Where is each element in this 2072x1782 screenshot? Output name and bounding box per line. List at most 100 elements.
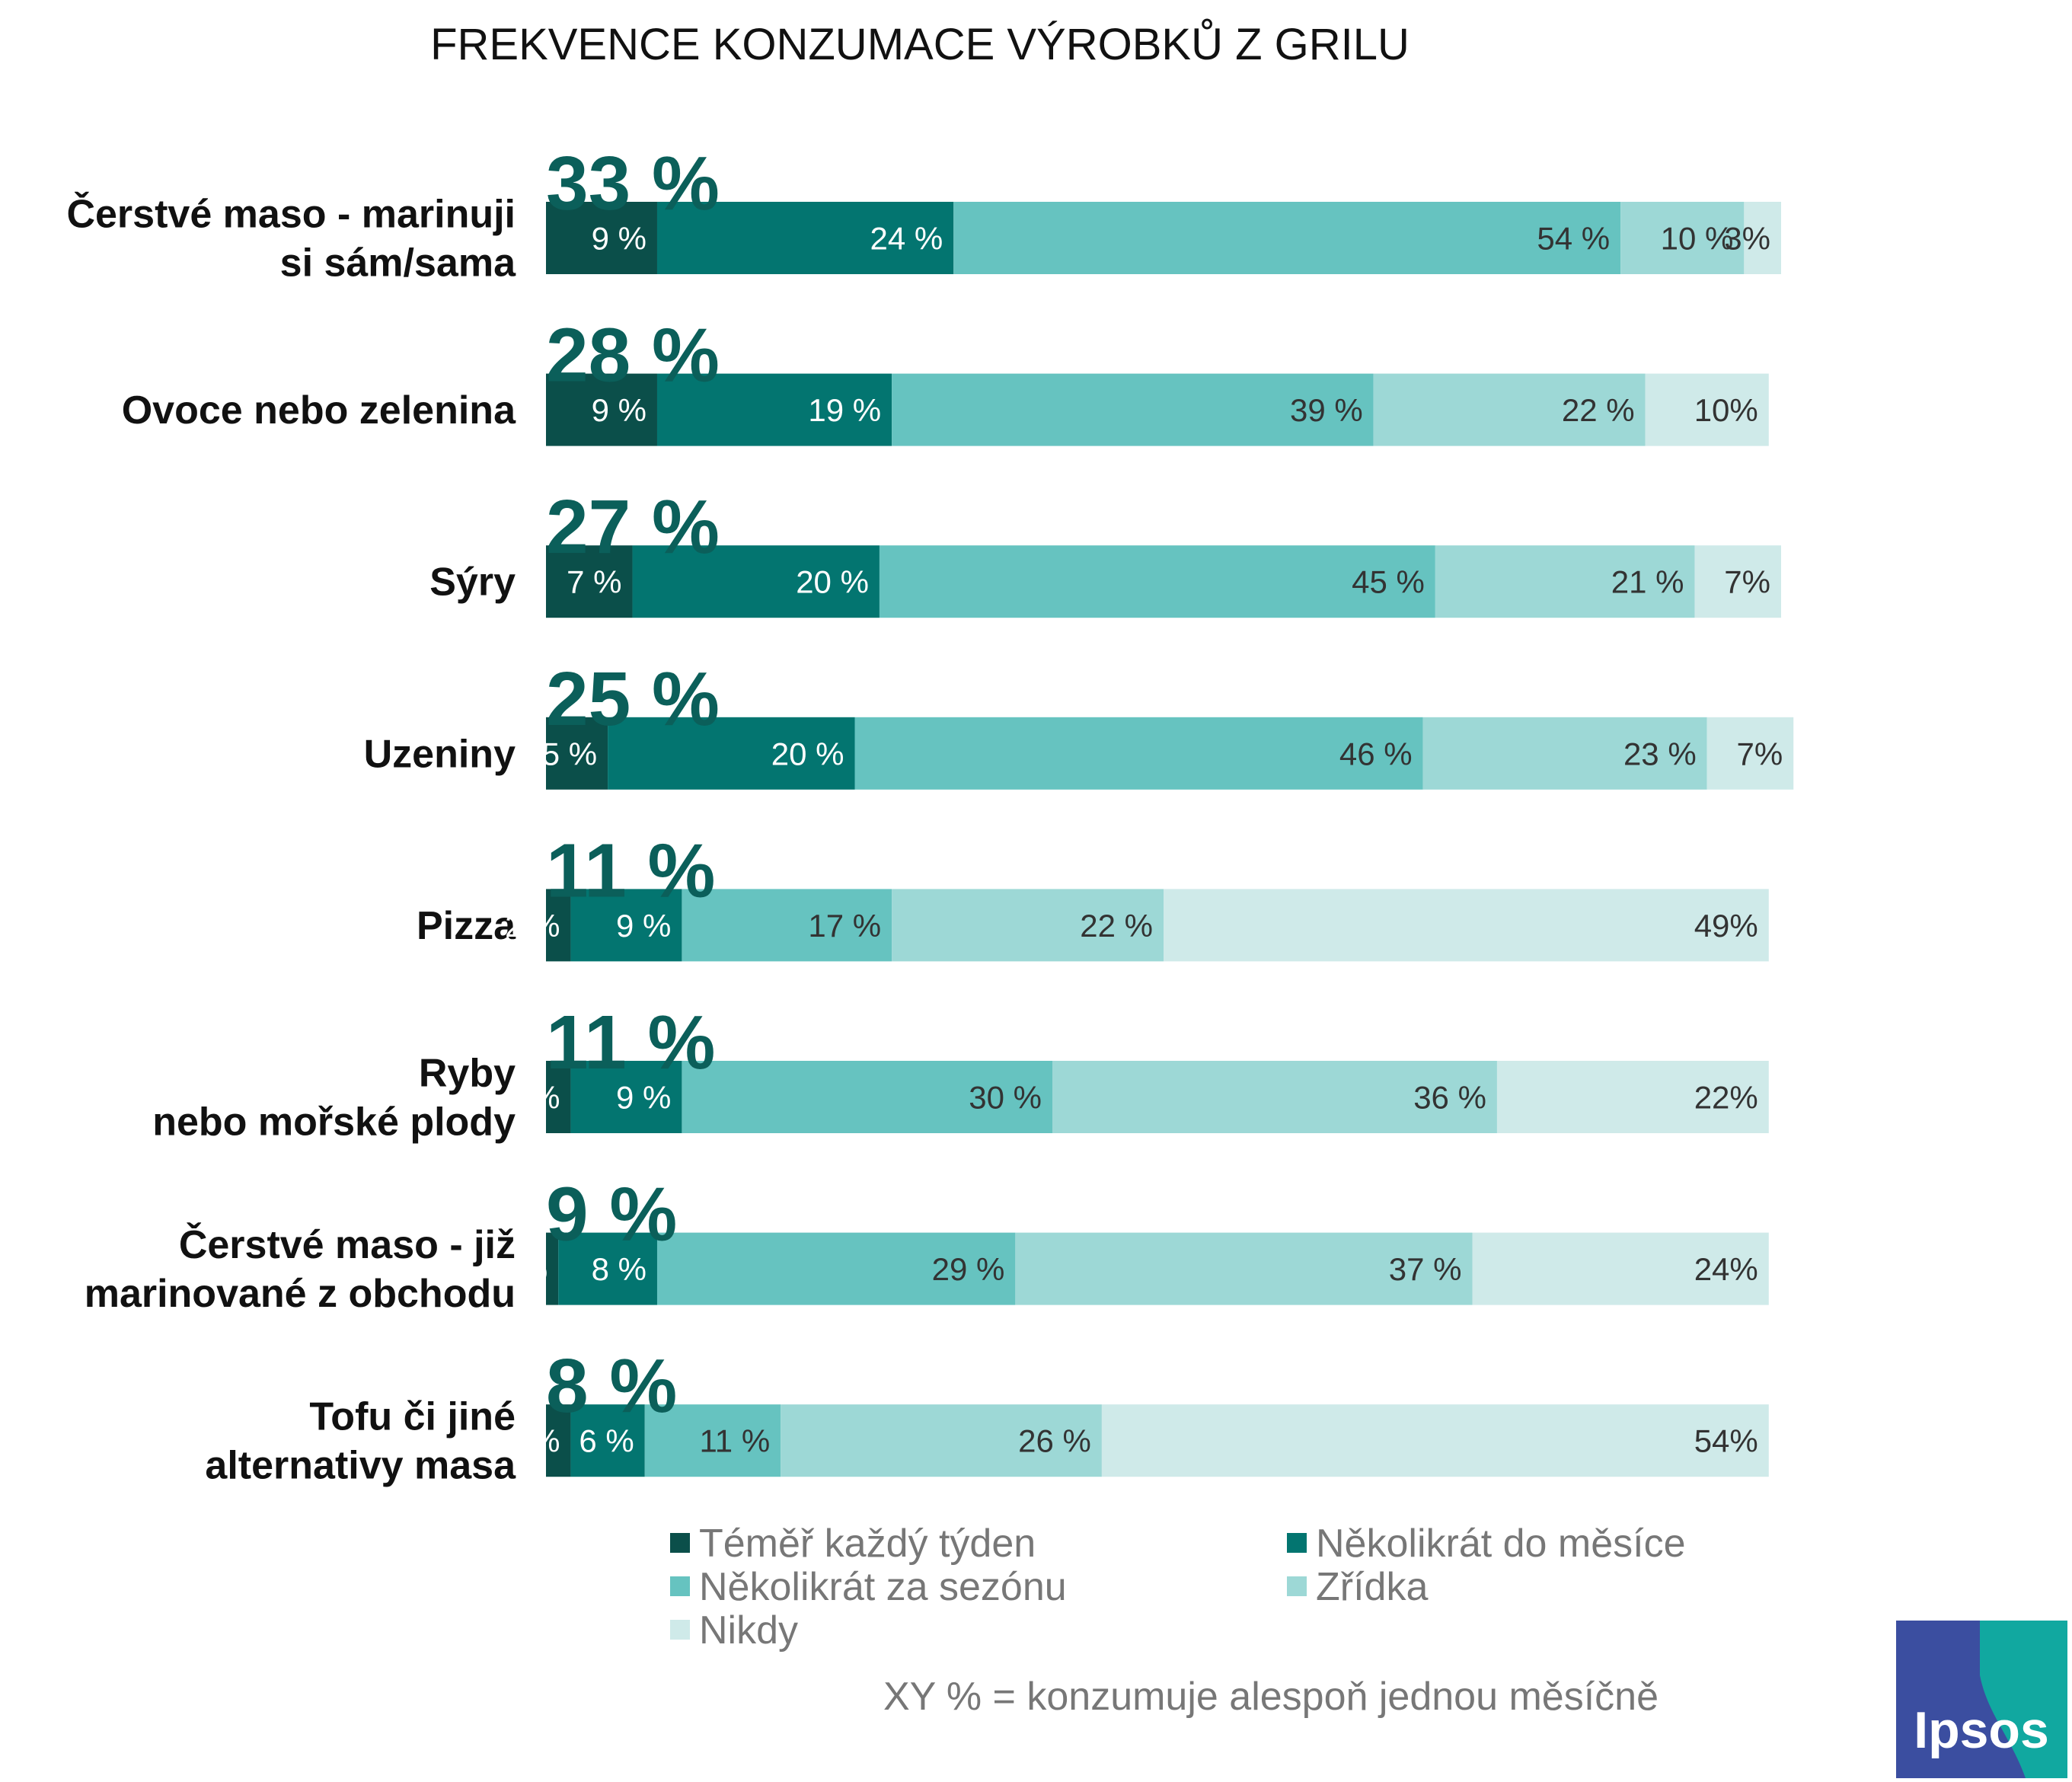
category-label: si sám/sama [280, 241, 516, 286]
bar-segment [644, 1404, 781, 1477]
logo-accent [1980, 1621, 2067, 1778]
bar-segment [570, 889, 682, 962]
data-label: 36 % [1413, 1080, 1486, 1116]
bar-segment [1101, 1404, 1769, 1477]
bar-segment [632, 545, 880, 618]
data-label: 22% [1694, 1080, 1758, 1116]
data-label: 5 % [542, 736, 597, 771]
bar-segment [682, 889, 892, 962]
data-label: 54 % [1537, 221, 1610, 257]
bar-segment [546, 545, 633, 618]
bar-segment [546, 1061, 571, 1133]
bar-segment [546, 1232, 559, 1305]
data-label: 6 % [579, 1423, 634, 1459]
category-label: Ryby [419, 1052, 516, 1096]
legend-swatch [1287, 1533, 1307, 1553]
logo-text: Ipsos [1914, 1701, 2049, 1759]
bar-segment [546, 202, 657, 274]
bar-segment [1496, 1061, 1769, 1133]
data-label: 24% [1694, 1251, 1758, 1287]
category-label: Uzeniny [364, 732, 516, 776]
bar-segment [1373, 373, 1646, 446]
bar-segment [656, 1232, 1016, 1305]
legend-swatch [670, 1533, 690, 1553]
annotation: 11 % [546, 1000, 715, 1085]
data-label: 23 % [1623, 736, 1697, 771]
bar-segment [1645, 373, 1769, 446]
bar-segment [682, 1061, 1053, 1133]
bar-segment [1472, 1232, 1769, 1305]
category-label: Pizza [417, 904, 516, 948]
data-label: 9 % [616, 1080, 671, 1116]
bar-segment [1744, 202, 1781, 274]
data-label: 1 % [493, 1251, 548, 1287]
legend-label: Téměř každý týden [699, 1522, 1036, 1566]
bar-segment [558, 1232, 657, 1305]
data-label: 24 % [870, 221, 943, 257]
legend-label: Zřídka [1316, 1565, 1428, 1609]
bar-segment [953, 202, 1621, 274]
data-label: 2 % [505, 908, 560, 944]
data-label: 7% [1737, 736, 1783, 771]
bar-segment [656, 373, 892, 446]
data-label: 21 % [1611, 564, 1684, 600]
category-label: Čerstvé maso - marinuji [66, 192, 516, 237]
data-label: 8 % [592, 1251, 647, 1287]
annotation: 8 % [546, 1343, 677, 1429]
data-label: 37 % [1389, 1251, 1462, 1287]
legend-label: Několikrát do měsíce [1316, 1522, 1686, 1566]
data-label: 19 % [808, 392, 881, 428]
annotation: 28 % [546, 313, 720, 398]
annotation: 27 % [546, 484, 720, 570]
chart-title: FREKVENCE KONZUMACE VÝROBKŮ Z GRILU [430, 19, 1410, 69]
legend-swatch [670, 1620, 690, 1640]
annotation: 33 % [546, 141, 720, 226]
category-label: Čerstvé maso - již [179, 1222, 516, 1267]
legend-label: Nikdy [699, 1608, 798, 1653]
bar-segment [1164, 889, 1769, 962]
data-label: 22 % [1080, 908, 1153, 944]
legend-swatch [670, 1576, 690, 1596]
bar-segment [608, 717, 855, 790]
bar-segment [546, 717, 608, 790]
annotation: 25 % [546, 656, 720, 742]
bar-segment [546, 373, 657, 446]
bar-segment [656, 202, 954, 274]
data-label: 9 % [616, 908, 671, 944]
annotation: 11 % [546, 828, 715, 913]
data-label: 46 % [1339, 736, 1413, 771]
bar-segment [892, 373, 1374, 446]
data-label: 2 % [505, 1080, 560, 1116]
category-label: Ovoce nebo zelenina [122, 388, 516, 433]
data-label: 9 % [592, 221, 647, 257]
category-label: Sýry [429, 560, 516, 605]
data-label: 20 % [796, 564, 869, 600]
legend-swatch [1287, 1576, 1307, 1596]
category-label: nebo mořské plody [152, 1100, 516, 1145]
category-label: marinované z obchodu [85, 1272, 516, 1316]
data-label: 22 % [1562, 392, 1635, 428]
data-label: 7 % [567, 564, 621, 600]
bar-segment [1706, 717, 1794, 790]
data-label: 7% [1724, 564, 1770, 600]
data-label: 39 % [1290, 392, 1363, 428]
bar-segment [1052, 1061, 1497, 1133]
bar-segment [1435, 545, 1695, 618]
bar-segment [570, 1404, 645, 1477]
category-label: Tofu či jiné [309, 1395, 516, 1439]
bar-segment [1620, 202, 1745, 274]
data-label: 29 % [932, 1251, 1005, 1287]
bar-segment [781, 1404, 1102, 1477]
bar-segment [546, 1404, 571, 1477]
data-label: 20 % [771, 736, 844, 771]
annotation: 9 % [546, 1172, 677, 1257]
data-label: 49% [1694, 908, 1758, 944]
bar-segment [546, 889, 571, 962]
bar-segment [854, 717, 1423, 790]
data-label: 26 % [1018, 1423, 1091, 1459]
data-label: 30 % [969, 1080, 1042, 1116]
data-label: 10 % [1661, 221, 1734, 257]
bar-segment [892, 889, 1164, 962]
bar-segment [1422, 717, 1707, 790]
